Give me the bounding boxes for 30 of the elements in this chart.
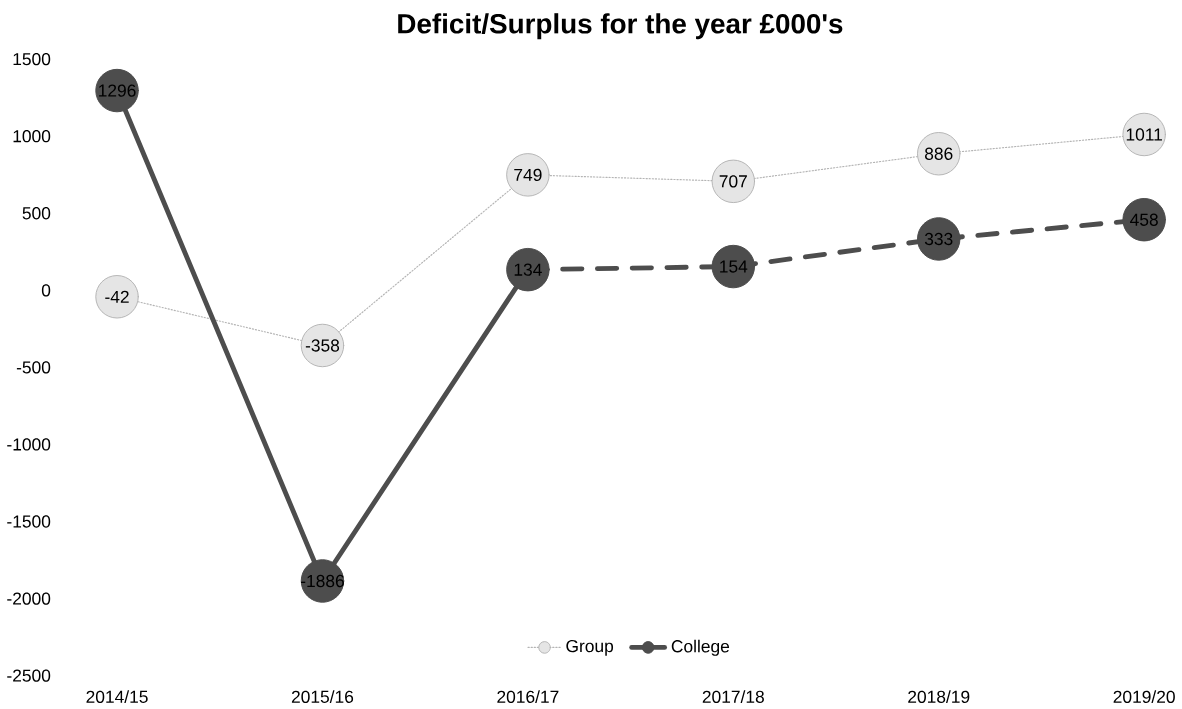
x-tick-label: 2017/18 — [702, 689, 764, 703]
y-tick-label: -2000 — [7, 592, 51, 605]
data-label: 333 — [924, 232, 953, 245]
x-tick-label: 2015/16 — [291, 689, 354, 703]
data-label: 707 — [719, 174, 747, 188]
y-tick-label: 0 — [41, 283, 51, 297]
chart-title: Deficit/Surplus for the year £000's — [398, 13, 843, 39]
y-tick-label: -1500 — [7, 515, 51, 528]
data-label: -42 — [105, 290, 129, 303]
x-tick-label: 2018/19 — [908, 689, 970, 703]
data-label: 1296 — [99, 84, 136, 97]
data-label: -1886 — [301, 574, 344, 587]
data-label: 134 — [514, 263, 542, 276]
legend-label: Group — [566, 639, 614, 656]
data-label: 749 — [514, 168, 542, 181]
x-tick-label: 2016/17 — [497, 689, 559, 703]
y-tick-label: 1000 — [13, 129, 51, 143]
y-tick-label: 1500 — [13, 52, 51, 66]
y-tick-label: 500 — [22, 206, 51, 220]
data-label: 1011 — [1126, 128, 1162, 141]
y-tick-label: -1000 — [7, 438, 51, 451]
data-label: 886 — [924, 147, 953, 160]
data-label: 458 — [1130, 213, 1158, 226]
legend-label: College — [671, 639, 730, 656]
data-label: -358 — [305, 339, 340, 352]
x-tick-label: 2019/20 — [1113, 689, 1175, 703]
y-tick-label: -2500 — [7, 669, 51, 682]
y-tick-label: -500 — [16, 361, 51, 374]
x-tick-label: 2014/15 — [86, 689, 148, 703]
data-label: 154 — [720, 260, 748, 273]
